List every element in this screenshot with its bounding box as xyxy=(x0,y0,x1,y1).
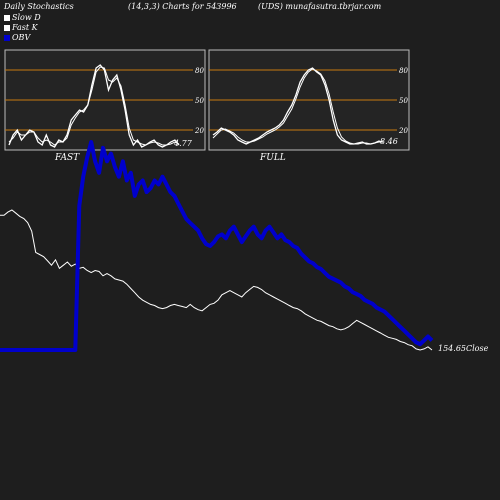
series-line-slow-d xyxy=(8,66,180,146)
series-line-slow-d xyxy=(212,68,383,145)
y-tick-label-20: 20 xyxy=(398,127,408,135)
obv-line xyxy=(0,140,434,352)
legend-swatch-slow-d xyxy=(4,14,10,21)
legend-swatch-fast-k xyxy=(4,24,10,31)
legend-label-fast-k: Fast K xyxy=(12,23,38,32)
y-tick-label-20: 20 xyxy=(194,127,204,135)
legend-fast-k: Fast K xyxy=(4,23,38,32)
series-line-fast-k xyxy=(8,64,180,148)
y-tick-label-50: 50 xyxy=(195,97,204,105)
legend-swatch-obv xyxy=(4,34,10,41)
price-line xyxy=(0,209,433,351)
chart-title: Daily Stochastics xyxy=(4,2,74,11)
chart-symbol: (UDS) munafasutra.tbrjar.com xyxy=(258,2,382,11)
fast-stochastic-panel: 80 50 20 xyxy=(4,49,206,151)
y-tick-label-80: 80 xyxy=(399,67,408,75)
legend-label-slow-d: Slow D xyxy=(12,13,41,22)
full-last-value: 8.46 xyxy=(380,137,398,146)
legend-obv: OBV xyxy=(4,33,30,42)
y-tick-label-50: 50 xyxy=(399,97,408,105)
y-tick-label-80: 80 xyxy=(195,67,204,75)
fast-panel-title: FAST xyxy=(55,153,80,163)
legend-slow-d: Slow D xyxy=(4,13,41,22)
full-panel-title: FULL xyxy=(260,153,286,163)
fast-last-value: 4.77 xyxy=(174,139,192,148)
close-price-label: 154.65Close xyxy=(438,344,489,353)
legend-label-obv: OBV xyxy=(12,33,31,42)
chart-params: (14,3,3) Charts for 543996 xyxy=(128,2,237,11)
price-obv-panel xyxy=(0,140,434,352)
full-stochastic-panel: 80 50 20 xyxy=(208,49,410,151)
